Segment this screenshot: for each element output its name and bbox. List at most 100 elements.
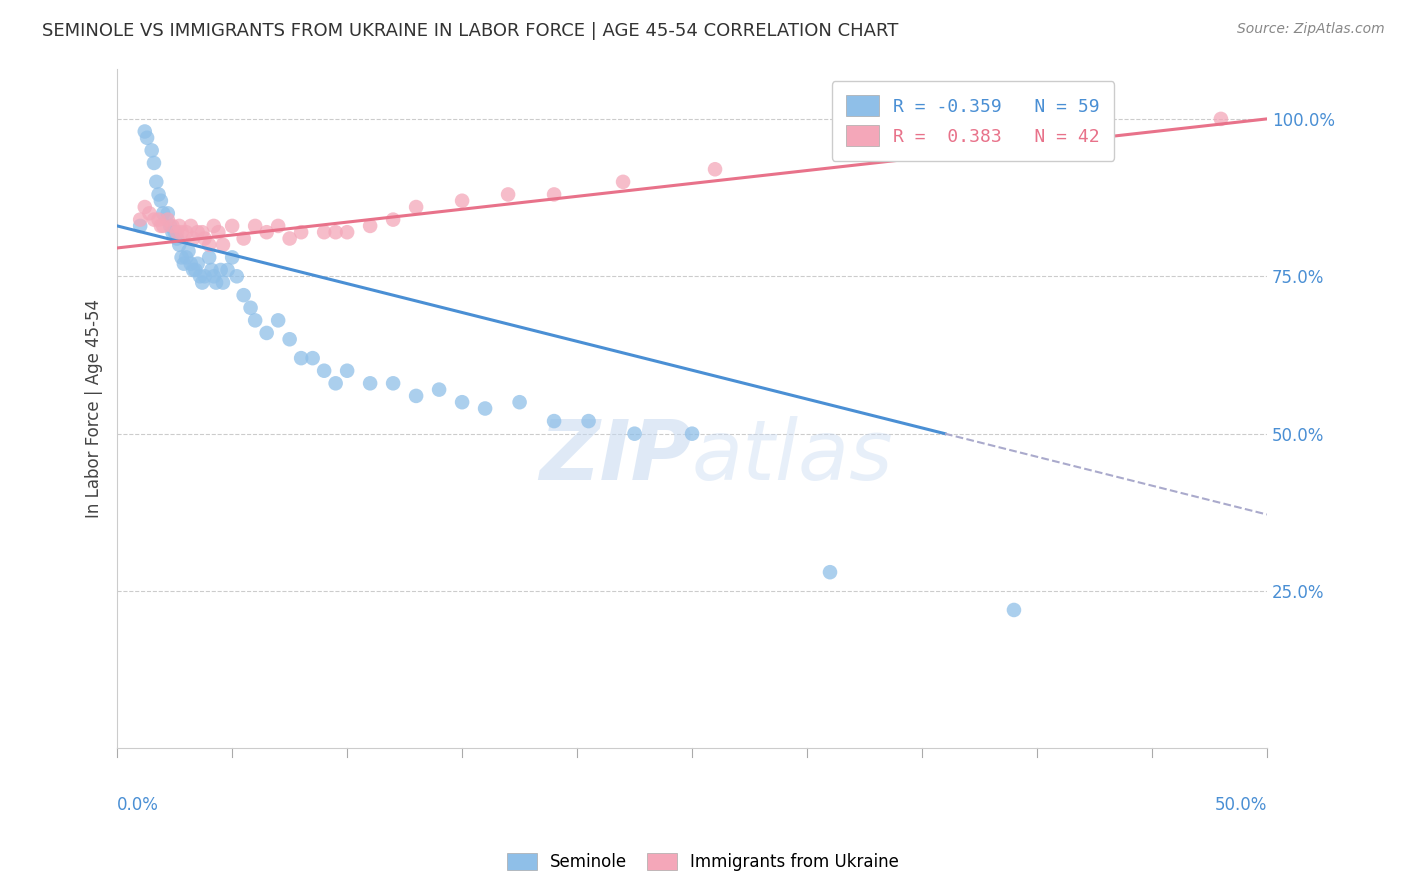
Point — [290, 351, 312, 365]
Point — [256, 225, 278, 239]
Text: atlas: atlas — [692, 416, 894, 497]
Point — [149, 219, 172, 233]
Point — [382, 376, 405, 391]
Point — [138, 206, 160, 220]
Point — [149, 194, 172, 208]
Point — [169, 219, 191, 233]
Point — [152, 206, 174, 220]
Point — [184, 263, 207, 277]
Point — [162, 225, 184, 239]
Point — [212, 276, 235, 290]
Point — [174, 251, 197, 265]
Point — [451, 395, 474, 409]
Point — [173, 257, 195, 271]
Text: 50.0%: 50.0% — [1215, 796, 1267, 814]
Point — [359, 376, 381, 391]
Point — [359, 219, 381, 233]
Point — [243, 219, 266, 233]
Point — [152, 219, 174, 233]
Point — [180, 219, 202, 233]
Point — [159, 219, 181, 233]
Legend: Seminole, Immigrants from Ukraine: Seminole, Immigrants from Ukraine — [498, 845, 908, 880]
Y-axis label: In Labor Force | Age 45-54: In Labor Force | Age 45-54 — [86, 299, 103, 518]
Point — [427, 383, 450, 397]
Point — [232, 288, 254, 302]
Point — [217, 263, 239, 277]
Point — [188, 269, 211, 284]
Point — [207, 225, 229, 239]
Text: ZIP: ZIP — [540, 416, 692, 497]
Text: Source: ZipAtlas.com: Source: ZipAtlas.com — [1237, 22, 1385, 37]
Point — [543, 414, 565, 428]
Point — [232, 231, 254, 245]
Point — [278, 231, 301, 245]
Point — [212, 237, 235, 252]
Point — [612, 175, 634, 189]
Point — [496, 187, 519, 202]
Point — [170, 225, 193, 239]
Point — [174, 225, 197, 239]
Point — [143, 156, 166, 170]
Point — [141, 144, 163, 158]
Point — [166, 231, 188, 245]
Point — [543, 187, 565, 202]
Point — [704, 162, 727, 177]
Point — [134, 200, 156, 214]
Point — [187, 225, 209, 239]
Point — [134, 124, 156, 138]
Point — [170, 251, 193, 265]
Point — [200, 263, 222, 277]
Point — [129, 212, 152, 227]
Point — [162, 219, 184, 233]
Point — [191, 225, 214, 239]
Point — [451, 194, 474, 208]
Point — [336, 364, 359, 378]
Point — [198, 237, 221, 252]
Text: SEMINOLE VS IMMIGRANTS FROM UKRAINE IN LABOR FORCE | AGE 45-54 CORRELATION CHART: SEMINOLE VS IMMIGRANTS FROM UKRAINE IN L… — [42, 22, 898, 40]
Legend: R = -0.359   N = 59, R =  0.383   N = 42: R = -0.359 N = 59, R = 0.383 N = 42 — [832, 81, 1114, 161]
Point — [405, 389, 427, 403]
Point — [578, 414, 600, 428]
Point — [314, 364, 336, 378]
Point — [336, 225, 359, 239]
Point — [243, 313, 266, 327]
Point — [148, 212, 170, 227]
Point — [156, 206, 179, 220]
Point — [169, 237, 191, 252]
Point — [225, 269, 247, 284]
Point — [325, 225, 347, 239]
Text: 0.0%: 0.0% — [117, 796, 159, 814]
Point — [382, 212, 405, 227]
Point — [202, 219, 225, 233]
Point — [474, 401, 496, 416]
Point — [191, 276, 214, 290]
Point — [239, 301, 262, 315]
Point — [290, 225, 312, 239]
Point — [181, 263, 204, 277]
Point — [129, 219, 152, 233]
Point — [325, 376, 347, 391]
Point — [278, 332, 301, 346]
Point — [1002, 603, 1025, 617]
Point — [681, 426, 703, 441]
Point — [163, 225, 186, 239]
Point — [193, 269, 215, 284]
Point — [209, 263, 232, 277]
Point — [181, 231, 204, 245]
Point — [818, 565, 841, 579]
Point — [148, 187, 170, 202]
Point — [623, 426, 645, 441]
Point — [314, 225, 336, 239]
Point — [193, 231, 215, 245]
Point — [1209, 112, 1232, 126]
Point — [187, 257, 209, 271]
Point — [166, 225, 188, 239]
Point — [256, 326, 278, 340]
Point — [177, 244, 200, 259]
Point — [145, 175, 167, 189]
Point — [221, 219, 243, 233]
Point — [180, 257, 202, 271]
Point — [865, 144, 887, 158]
Point — [301, 351, 323, 365]
Point — [267, 219, 290, 233]
